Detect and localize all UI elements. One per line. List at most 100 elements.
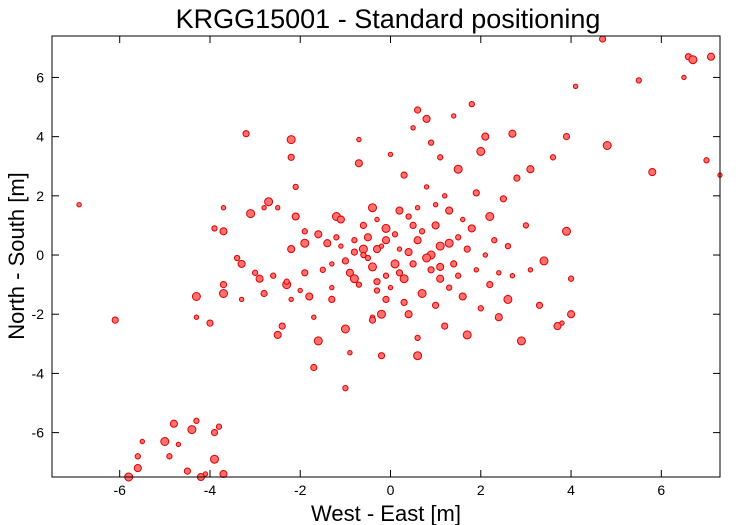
scatter-point — [413, 351, 423, 361]
scatter-point — [553, 322, 562, 331]
scatter-point — [111, 316, 119, 324]
scatter-point — [246, 209, 256, 219]
scatter-point — [273, 330, 282, 339]
scatter-point — [310, 363, 318, 372]
scatter-point — [509, 273, 516, 279]
scatter-point — [399, 274, 409, 284]
scatter-point — [329, 284, 335, 291]
scatter-point — [422, 253, 432, 263]
scatter-point — [202, 471, 209, 477]
scatter-point — [446, 284, 453, 291]
scatter-point — [400, 298, 408, 306]
scatter-point — [572, 83, 579, 90]
scatter-point — [400, 171, 408, 179]
scatter-point — [431, 221, 440, 230]
scatter-point — [445, 206, 454, 215]
scatter-point — [238, 296, 245, 303]
y-tick-label: -4 — [32, 365, 45, 381]
scatter-point — [333, 234, 340, 241]
scatter-point — [338, 243, 344, 249]
y-tick-label: -2 — [32, 306, 45, 322]
scatter-point — [485, 212, 495, 221]
scatter-point — [255, 274, 264, 283]
scatter-point — [363, 233, 372, 242]
scatter-point — [476, 146, 486, 156]
scatter-point — [193, 314, 200, 320]
y-tick-label: 2 — [36, 188, 44, 204]
scatter-point — [297, 287, 303, 294]
scatter-point — [468, 100, 475, 108]
scatter-point — [261, 205, 267, 211]
scatter-point — [451, 113, 457, 119]
scatter-point — [286, 135, 296, 145]
scatter-point — [360, 251, 367, 259]
scatter-point — [559, 320, 565, 326]
y-tick-label: 4 — [36, 129, 44, 145]
scatter-point — [405, 213, 412, 220]
scatter-point — [414, 334, 421, 342]
scatter-point — [319, 266, 326, 273]
scatter-point — [219, 281, 228, 289]
scatter-point — [260, 289, 268, 298]
scatter-point — [381, 236, 391, 245]
scatter-point — [313, 336, 323, 346]
scatter-point — [215, 423, 223, 430]
scatter-point — [513, 174, 521, 182]
scatter-point — [351, 237, 358, 244]
scatter-point — [220, 205, 227, 211]
scatter-point — [134, 453, 141, 460]
scatter-point — [350, 248, 358, 256]
scatter-point — [455, 234, 462, 241]
scatter-point — [396, 246, 403, 252]
scatter-point — [418, 228, 426, 235]
scatter-point — [436, 262, 445, 271]
scatter-point — [355, 281, 363, 288]
scatter-point — [359, 221, 367, 229]
scatter-point — [432, 202, 439, 208]
scatter-point — [183, 467, 191, 475]
scatter-point — [481, 132, 490, 141]
y-tick-label: 6 — [36, 69, 44, 85]
scatter-point — [347, 350, 353, 356]
scatter-point — [377, 309, 386, 319]
scatter-point — [441, 322, 449, 330]
scatter-point — [291, 212, 300, 221]
scatter-point — [460, 216, 466, 223]
plot-frame — [51, 35, 721, 478]
scatter-point — [270, 272, 277, 279]
scatter-point — [413, 236, 422, 245]
scatter-point — [191, 292, 201, 301]
scatter-point — [139, 438, 146, 445]
x-tick-label: 4 — [567, 482, 575, 498]
scatter-point — [301, 269, 309, 277]
scatter-point — [458, 292, 467, 301]
scatter-point — [453, 164, 463, 174]
scatter-point — [169, 419, 178, 428]
chart-title: KRGG15001 - Standard positioning — [176, 4, 601, 34]
scatter-point — [382, 272, 390, 279]
scatter-point — [381, 223, 391, 233]
scatter-point — [462, 330, 472, 340]
scatter-point — [549, 154, 557, 161]
scatter-point — [219, 469, 228, 479]
x-tick-label: 6 — [657, 482, 665, 498]
scatter-point — [706, 52, 716, 61]
scatter-point — [414, 205, 421, 211]
scatter-point — [390, 259, 400, 269]
scatter-point — [599, 35, 607, 43]
x-tick-label: -4 — [204, 482, 217, 498]
scatter-point — [387, 151, 394, 158]
scatter-point — [166, 453, 173, 460]
scatter-point — [535, 301, 544, 309]
scatter-point — [387, 284, 394, 291]
scatter-point — [368, 203, 377, 213]
scatter-point — [496, 270, 502, 276]
scatter-point — [378, 243, 385, 249]
scatter-point — [251, 269, 259, 276]
x-tick-label: 0 — [387, 482, 395, 498]
scatter-point — [283, 278, 290, 285]
scatter-point — [681, 74, 687, 81]
scatter-point — [503, 294, 513, 304]
scatter-point — [160, 437, 170, 446]
